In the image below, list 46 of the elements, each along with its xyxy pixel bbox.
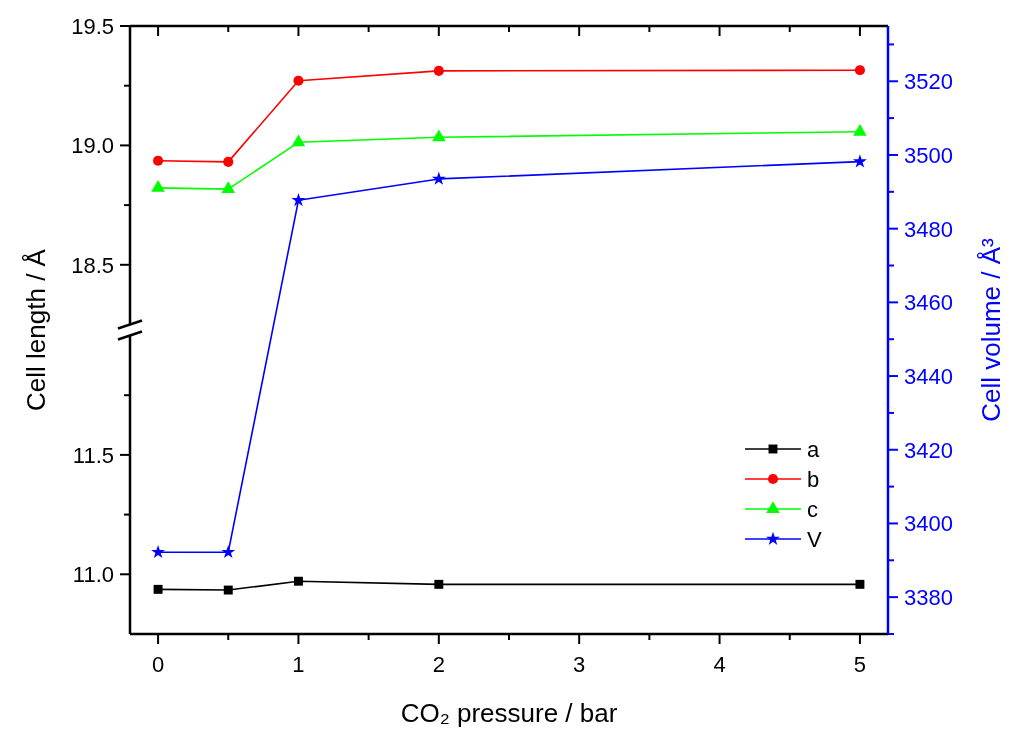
x-tick-label: 5 xyxy=(853,652,867,677)
point xyxy=(291,192,306,207)
x-tick-label: 1 xyxy=(292,652,305,677)
legend-label: V xyxy=(807,527,822,552)
point xyxy=(433,65,444,76)
y2-tick-label: 3380 xyxy=(904,585,953,611)
point xyxy=(434,579,444,589)
point xyxy=(153,155,164,166)
point xyxy=(293,576,303,586)
y2-tick-label: 3500 xyxy=(904,142,953,168)
y2-tick-label: 3440 xyxy=(904,364,953,390)
point xyxy=(432,129,446,142)
legend-label: a xyxy=(807,437,820,462)
y2-axis-title: Cell volume / Å³ xyxy=(976,237,1006,422)
point xyxy=(854,65,865,76)
point xyxy=(221,181,236,194)
x-tick-label: 4 xyxy=(713,652,726,677)
x-tick-label: 3 xyxy=(573,652,586,677)
legend-label: c xyxy=(807,497,818,522)
point xyxy=(852,154,867,168)
point xyxy=(855,579,865,589)
y-tick-label: 11.0 xyxy=(72,562,114,588)
x-tick-label: 2 xyxy=(432,652,445,677)
legend-label: b xyxy=(807,467,820,492)
y-tick-label: 11.5 xyxy=(72,442,114,468)
point xyxy=(223,585,233,595)
point xyxy=(221,544,236,559)
point xyxy=(293,75,304,86)
point xyxy=(431,171,446,185)
point xyxy=(853,123,867,136)
y-tick-label: 19.5 xyxy=(71,14,114,39)
y-tick-label: 19.0 xyxy=(71,133,114,159)
y2-tick-label: 3420 xyxy=(904,437,953,463)
x-tick-label: 0 xyxy=(151,652,165,677)
point xyxy=(151,544,166,559)
point xyxy=(291,134,306,147)
y-tick-label: 18.5 xyxy=(71,252,114,278)
point xyxy=(153,584,163,594)
y-axis-title: Cell length / Å xyxy=(21,248,51,411)
x-axis-title: CO₂ pressure / bar xyxy=(400,698,618,728)
point xyxy=(151,180,165,192)
y2-tick-label: 3400 xyxy=(904,511,953,537)
y2-tick-label: 3460 xyxy=(904,290,953,316)
y2-tick-label: 3520 xyxy=(904,69,953,95)
point xyxy=(223,156,234,167)
y2-tick-label: 3480 xyxy=(904,216,953,242)
